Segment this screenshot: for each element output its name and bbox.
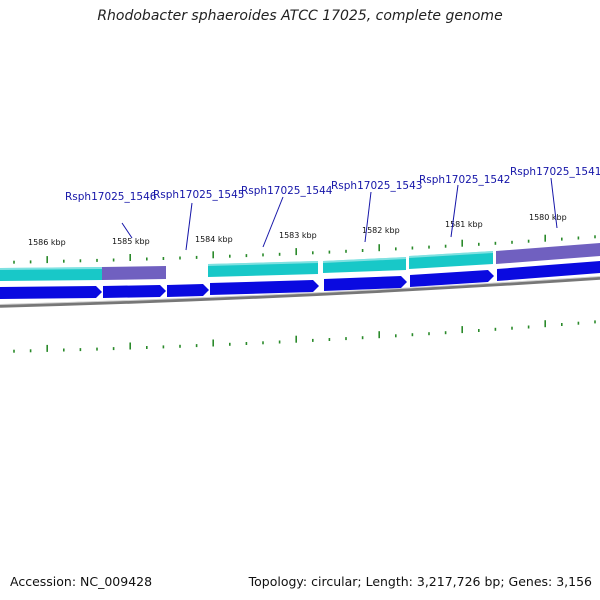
gene-rsph17025-1544[interactable] [208, 261, 318, 277]
gene-label-rsph17025-1544[interactable]: Rsph17025_1544 [241, 185, 333, 197]
gene-label-rsph17025-1546[interactable]: Rsph17025_1546 [65, 191, 157, 203]
genome-summary-text: Topology: circular; Length: 3,217,726 bp… [248, 574, 592, 589]
accession-text: Accession: NC_009428 [10, 574, 153, 589]
genome-backbone [0, 276, 600, 308]
position-label: 1583 kbp [279, 231, 317, 240]
leader-line [364, 191, 372, 243]
upper-tick-track [13, 234, 596, 264]
lower-tick-track [13, 320, 596, 353]
cds-arrow-7[interactable] [497, 261, 600, 281]
leader-line [550, 177, 558, 229]
leader-line [450, 184, 459, 238]
position-label: 1584 kbp [195, 235, 233, 244]
gene-label-rsph17025-1542[interactable]: Rsph17025_1542 [419, 174, 510, 186]
cds-arrow-5[interactable] [324, 276, 407, 291]
cds-arrow-6[interactable] [410, 270, 494, 287]
position-label: 1585 kbp [112, 237, 150, 246]
leader-line [262, 196, 284, 248]
gene-rsph17025-1546[interactable] [102, 266, 166, 280]
position-label: 1586 kbp [28, 238, 66, 247]
leader-line [121, 222, 133, 239]
gene-rsph17025-1547[interactable] [0, 267, 102, 281]
cds-arrow-4[interactable] [210, 280, 319, 295]
position-label: 1581 kbp [445, 220, 483, 229]
cds-arrow-3[interactable] [167, 284, 209, 297]
position-label: 1580 kbp [529, 213, 567, 222]
gene-label-rsph17025-1545[interactable]: Rsph17025_1545 [153, 189, 244, 201]
gene-label-rsph17025-1543[interactable]: Rsph17025_1543 [331, 180, 422, 192]
gene-rsph17025-1543[interactable] [323, 257, 406, 273]
position-label: 1582 kbp [362, 226, 400, 235]
gene-rsph17025-1541[interactable] [496, 243, 600, 264]
genome-title: Rhodobacter sphaeroides ATCC 17025, comp… [97, 8, 503, 24]
gene-rsph17025-1542[interactable] [409, 251, 493, 269]
leader-line [185, 202, 193, 251]
gene-label-rsph17025-1541[interactable]: Rsph17025_1541 [510, 166, 600, 178]
cds-arrow-2[interactable] [103, 285, 166, 298]
cds-arrow-1[interactable] [0, 286, 102, 299]
